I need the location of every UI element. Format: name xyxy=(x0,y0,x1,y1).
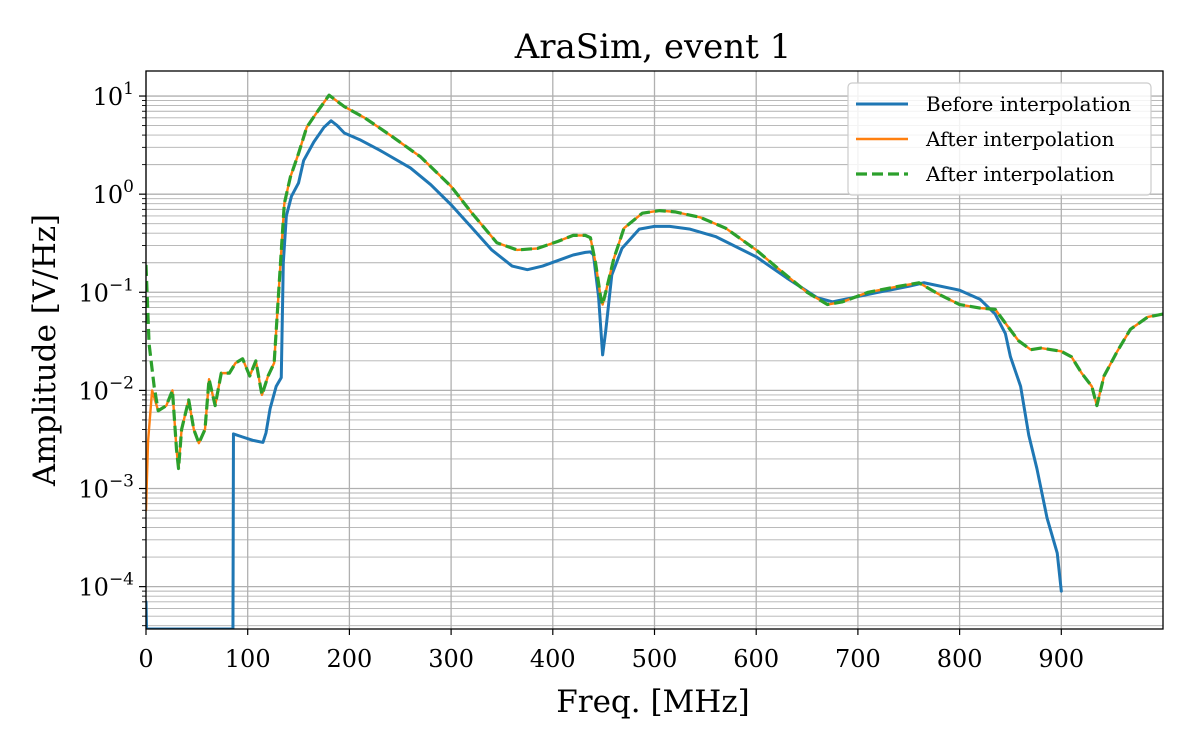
x-tick-label: 600 xyxy=(733,645,779,673)
x-axis-label: Freq. [MHz] xyxy=(556,684,750,720)
y-tick-label: 10−3 xyxy=(78,472,134,504)
y-axis: 10−4 10−3 10−2 10−1 100 101 xyxy=(78,79,146,627)
x-tick-label: 100 xyxy=(225,645,271,673)
series-group xyxy=(146,93,1163,629)
x-tick-label: 700 xyxy=(835,645,881,673)
y-tick-label: 10−1 xyxy=(78,275,134,307)
legend-label-2: After interpolation xyxy=(925,127,1115,151)
y-tick-label: 100 xyxy=(93,177,134,209)
y-tick-label: 10−2 xyxy=(78,373,134,405)
x-axis: 0 100 200 300 400 500 600 700 800 900 xyxy=(138,629,1084,673)
x-tick-label: 900 xyxy=(1038,645,1084,673)
y-tick-label: 101 xyxy=(93,79,134,111)
x-tick-label: 300 xyxy=(428,645,474,673)
y-axis-label: Amplitude [V/Hz] xyxy=(27,214,63,487)
chart-title: AraSim, event 1 xyxy=(514,27,792,67)
y-tick-label: 10−4 xyxy=(78,570,134,602)
series-line-3 xyxy=(146,93,1163,471)
x-tick-label: 200 xyxy=(326,645,372,673)
series-line-1 xyxy=(146,119,1063,629)
x-tick-label: 800 xyxy=(937,645,983,673)
x-tick-label: 400 xyxy=(530,645,576,673)
legend-label-1: Before interpolation xyxy=(926,92,1131,116)
x-tick-label: 0 xyxy=(138,645,153,673)
legend: Before interpolation After interpolation A… xyxy=(847,82,1152,196)
legend-label-3: After interpolation xyxy=(925,162,1115,186)
x-tick-label: 500 xyxy=(632,645,678,673)
legend-box xyxy=(847,82,1152,196)
